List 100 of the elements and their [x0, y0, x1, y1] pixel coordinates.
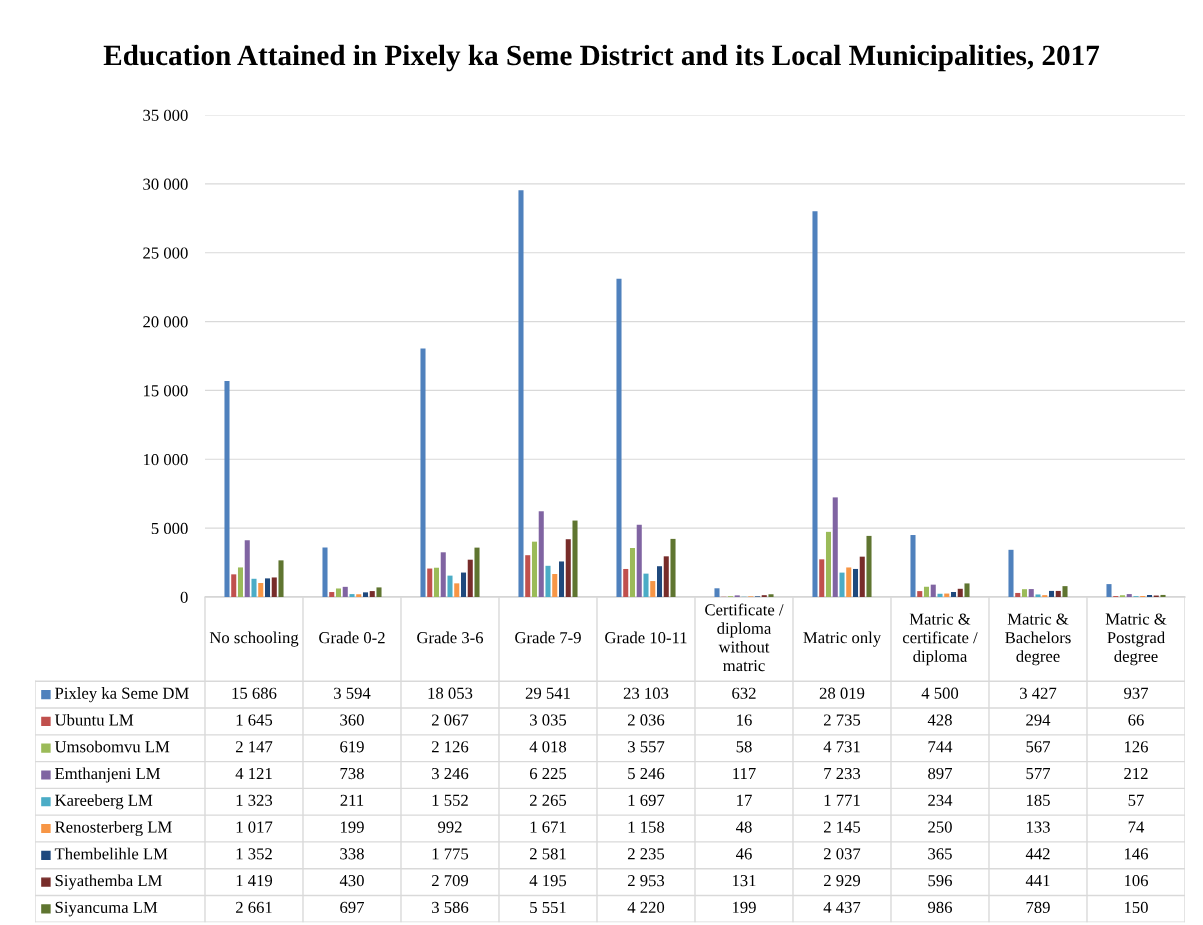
x-tick-label: Certificate / diploma without matric	[705, 603, 784, 672]
bar	[650, 581, 656, 597]
bar	[1055, 590, 1061, 597]
data-label: 16	[737, 714, 752, 726]
data-label: 697	[340, 901, 365, 914]
bar	[552, 573, 558, 597]
x-tick-label: No schooling	[209, 631, 299, 647]
bar	[663, 556, 669, 597]
data-label: 199	[732, 901, 756, 914]
bar	[957, 588, 963, 597]
bar	[714, 588, 720, 597]
bar	[656, 566, 663, 597]
data-label: 2 037	[823, 848, 861, 860]
data-label: 23 103	[623, 687, 669, 699]
data-label: 986	[928, 901, 952, 914]
data-label: 106	[1124, 874, 1148, 887]
legend-label: Renosterberg LM	[55, 820, 172, 837]
data-label: 4 121	[235, 767, 272, 779]
data-label: 1 419	[236, 875, 273, 887]
x-tick-label: Grade 3-6	[417, 631, 484, 644]
legend-label: Siyathemba LM	[55, 874, 162, 890]
data-label: 2 147	[235, 741, 273, 753]
bar	[950, 591, 957, 597]
bar	[1035, 594, 1041, 597]
bar	[768, 594, 774, 597]
y-tick-label: 15 000	[143, 385, 188, 397]
chart-title: Education Attained in Pixely ka Seme District and its Local Municipalities, 2017	[103, 44, 1100, 72]
bar	[244, 540, 250, 597]
data-label: 2 126	[431, 741, 469, 753]
bar	[356, 594, 362, 597]
data-label: 17	[737, 794, 752, 806]
data-label: 442	[1025, 848, 1050, 860]
data-label: 4 220	[627, 901, 665, 914]
data-label: 3 557	[628, 741, 665, 753]
x-tick-label: Grade 7-9	[515, 631, 581, 644]
data-label: 2 581	[529, 848, 566, 860]
data-label: 3 586	[432, 901, 469, 914]
x-tick-label: Matric & Postgrad degree	[1105, 613, 1167, 666]
bar	[670, 538, 676, 597]
bar	[531, 541, 538, 597]
data-label: 1 771	[824, 794, 860, 806]
data-label: 897	[928, 767, 953, 780]
bar	[454, 583, 460, 597]
bar	[565, 539, 571, 597]
data-label: 58	[736, 741, 752, 753]
data-label: 126	[1124, 741, 1148, 753]
bar	[278, 560, 284, 597]
data-label: 937	[1124, 687, 1149, 699]
y-tick-label: 25 000	[143, 247, 188, 259]
bar	[460, 572, 467, 597]
data-label: 428	[927, 714, 952, 726]
y-tick-label: 35 000	[143, 109, 188, 121]
data-label: 4 195	[529, 875, 567, 887]
data-label: 577	[1026, 768, 1051, 780]
data-label: 150	[1124, 901, 1148, 914]
data-label: 57	[1128, 794, 1144, 806]
data-label: 3 594	[334, 687, 371, 699]
data-label: 15 686	[232, 687, 277, 699]
data-label: 2 036	[627, 714, 665, 726]
bar	[930, 584, 936, 597]
bar	[251, 578, 257, 597]
bar	[937, 593, 943, 597]
bar	[558, 561, 565, 597]
data-label: 2 235	[627, 848, 665, 860]
bar	[1106, 584, 1112, 597]
data-label: 619	[340, 741, 364, 753]
bar	[616, 278, 622, 597]
bar	[910, 535, 916, 597]
data-label: 1 158	[628, 821, 665, 833]
legend-label: Pixley ka Seme DM	[55, 687, 189, 703]
data-label: 1 645	[236, 714, 273, 726]
bar	[525, 555, 531, 597]
bar	[825, 531, 832, 597]
y-tick-label: 0	[180, 591, 188, 603]
data-label: 338	[340, 848, 364, 860]
bar	[832, 497, 838, 597]
data-label: 1 352	[236, 848, 272, 860]
bar	[376, 587, 382, 597]
bar	[264, 578, 271, 597]
data-label: 5 551	[530, 901, 566, 914]
data-label: 185	[1026, 794, 1050, 806]
data-label: 199	[340, 821, 364, 833]
data-label: 4 500	[921, 687, 959, 699]
data-label: 2 145	[823, 821, 861, 833]
data-label: 133	[1026, 821, 1050, 833]
data-label: 632	[732, 687, 756, 699]
bar	[322, 547, 328, 597]
data-label: 2 953	[627, 875, 665, 887]
bar	[819, 559, 825, 597]
bar	[231, 574, 237, 597]
bar	[572, 520, 578, 597]
bar	[923, 586, 930, 597]
bar	[1146, 594, 1153, 597]
bar	[1160, 594, 1166, 597]
legend-label: Ubuntu LM	[54, 713, 134, 726]
bar	[362, 592, 369, 597]
data-label: 441	[1025, 875, 1050, 887]
bar	[440, 552, 446, 597]
bar	[629, 548, 636, 597]
legend-label: Emthanjeni LM	[55, 767, 161, 783]
